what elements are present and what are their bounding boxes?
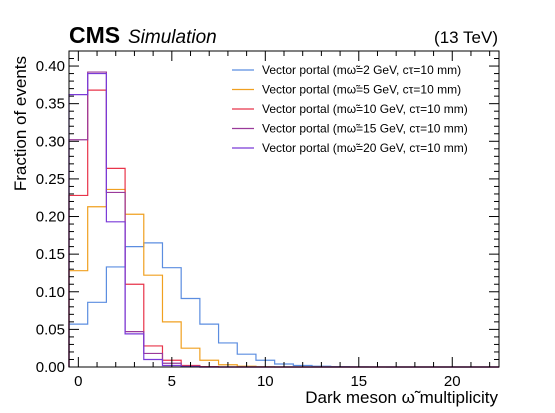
series-5-line — [68, 72, 499, 368]
x-tick-label: 0 — [74, 373, 82, 390]
legend-label-2: Vector portal (mω̃=5 GeV, cτ=10 mm) — [262, 83, 461, 97]
y-tick-label: 0.10 — [36, 284, 65, 301]
series-4-line — [68, 71, 499, 368]
energy-label: (13 TeV) — [434, 28, 498, 47]
series-layer — [68, 71, 499, 368]
experiment-label: CMS — [69, 22, 120, 48]
x-tick-label: 20 — [444, 373, 461, 390]
plot-frame — [68, 50, 500, 368]
y-tick-label: 0.20 — [36, 209, 65, 226]
series-2-line — [68, 188, 499, 368]
y-tick-label: 0.15 — [36, 246, 65, 263]
legend-label-1: Vector portal (mω̃=2 GeV, cτ=10 mm) — [262, 63, 461, 77]
x-tick-label: 15 — [350, 373, 367, 390]
x-tick-label: 5 — [168, 373, 176, 390]
y-tick-label: 0.30 — [36, 133, 65, 150]
legend: Vector portal (mω̃=2 GeV, cτ=10 mm) Vecto… — [232, 63, 468, 155]
y-axis-title: Fraction of events — [11, 56, 30, 191]
qualifier-label: Simulation — [128, 27, 217, 48]
y-tick-label: 0.25 — [36, 171, 65, 188]
x-tick-label: 10 — [257, 373, 274, 390]
y-tick-label: 0.05 — [36, 321, 65, 338]
y-tick-label: 0.00 — [36, 359, 65, 376]
axis-layer: 0 5 10 15 20 0.00 0.05 0.10 0.15 0.20 0.25 0.30 0.35… — [36, 50, 499, 390]
legend-label-4: Vector portal (mω̃=15 GeV, cτ=10 mm) — [262, 122, 468, 136]
legend-label-3: Vector portal (mω̃=10 GeV, cτ=10 mm) — [262, 102, 468, 116]
x-axis-title: Dark meson ω̃ multiplicity — [305, 388, 498, 407]
y-tick-label: 0.35 — [36, 96, 65, 113]
legend-label-5: Vector portal (mω̃=20 GeV, cτ=10 mm) — [262, 141, 468, 155]
y-tick-label: 0.40 — [36, 58, 65, 75]
series-1-line — [68, 242, 499, 368]
